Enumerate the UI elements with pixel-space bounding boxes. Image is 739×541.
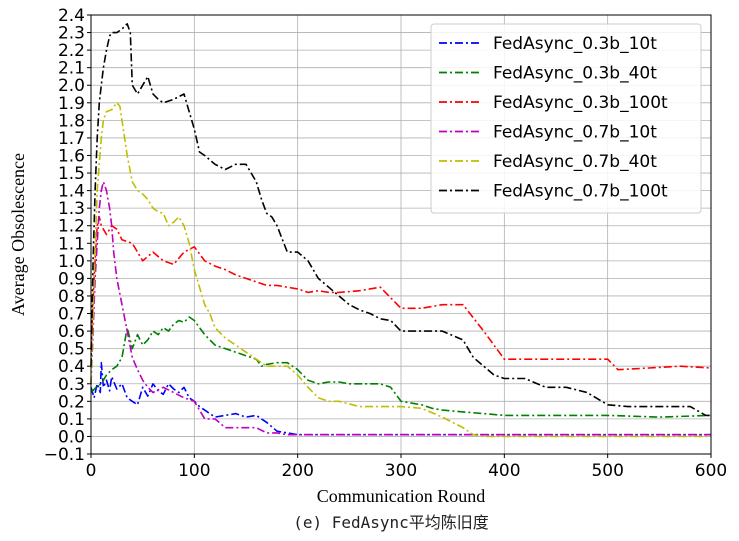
y-tick-label: 0.6 [58, 322, 85, 342]
x-tick-label: 300 [385, 461, 417, 481]
series-line-3 [90, 216, 712, 371]
y-tick-label: 1.2 [58, 217, 85, 237]
y-tick-label: 1.4 [58, 182, 85, 202]
series-line-4 [90, 181, 711, 436]
x-tick-label: 600 [695, 461, 727, 481]
y-tick-label: 1.9 [58, 94, 85, 114]
y-tick-label: −0.1 [44, 445, 85, 465]
legend-label: FedAsync_0.3b_100t [493, 93, 668, 113]
x-tick-label: 500 [591, 461, 623, 481]
y-tick-label: 2.2 [58, 41, 85, 61]
legend-label: FedAsync_0.3b_10t [493, 34, 657, 54]
y-axis-label: Average Obsolescence [8, 153, 28, 316]
x-tick-label: 400 [488, 461, 520, 481]
series-line-6 [90, 23, 711, 417]
series-line-5 [90, 102, 711, 438]
y-tick-label: 1.5 [58, 164, 85, 184]
y-tick-label: 2.4 [58, 6, 85, 26]
y-tick-label: 0.2 [58, 392, 85, 412]
legend: FedAsync_0.3b_10t FedAsync_0.3b_40t FedAsy… [430, 23, 702, 214]
y-tick-label: 0.0 [58, 427, 85, 447]
legend-label: FedAsync_0.7b_10t [493, 123, 657, 143]
y-tick-label: 1.7 [58, 129, 85, 149]
y-tick-label: 2.3 [58, 24, 85, 44]
x-tick-label: 0 [86, 461, 97, 481]
legend-label: FedAsync_0.7b_40t [493, 152, 657, 172]
x-tick-label: 100 [178, 461, 210, 481]
y-tick-label: 2.0 [58, 76, 85, 96]
x-tick-label: 200 [281, 461, 313, 481]
y-tick-label: 0.7 [58, 305, 85, 325]
legend-label: FedAsync_0.7b_100t [493, 182, 668, 202]
y-tick-label: 2.1 [58, 59, 85, 79]
x-axis-label: Communication Round [317, 486, 486, 506]
y-tick-label: 1.0 [58, 252, 85, 272]
y-tick-label: 0.8 [58, 287, 85, 307]
legend-label: FedAsync_0.3b_40t [493, 64, 657, 84]
y-tick-label: 0.9 [58, 269, 85, 289]
y-tick-label: 0.1 [58, 410, 85, 430]
y-tick-label: 0.3 [58, 375, 85, 395]
y-tick-label: 0.5 [58, 340, 85, 360]
series-layer [90, 23, 712, 438]
y-tick-label: 0.4 [58, 357, 85, 377]
series-line-2 [90, 316, 712, 418]
y-tick-label: 1.1 [58, 234, 85, 254]
y-tick-label: 1.6 [58, 146, 85, 166]
figure-caption: (e) FedAsync平均陈旧度 [293, 513, 489, 532]
legend-box [430, 23, 702, 214]
ticks: 0 100 200 300 400 500 600−0.10.00.10.20.30.40.… [44, 6, 728, 481]
y-tick-label: 1.3 [58, 199, 85, 219]
y-tick-label: 1.8 [58, 111, 85, 131]
